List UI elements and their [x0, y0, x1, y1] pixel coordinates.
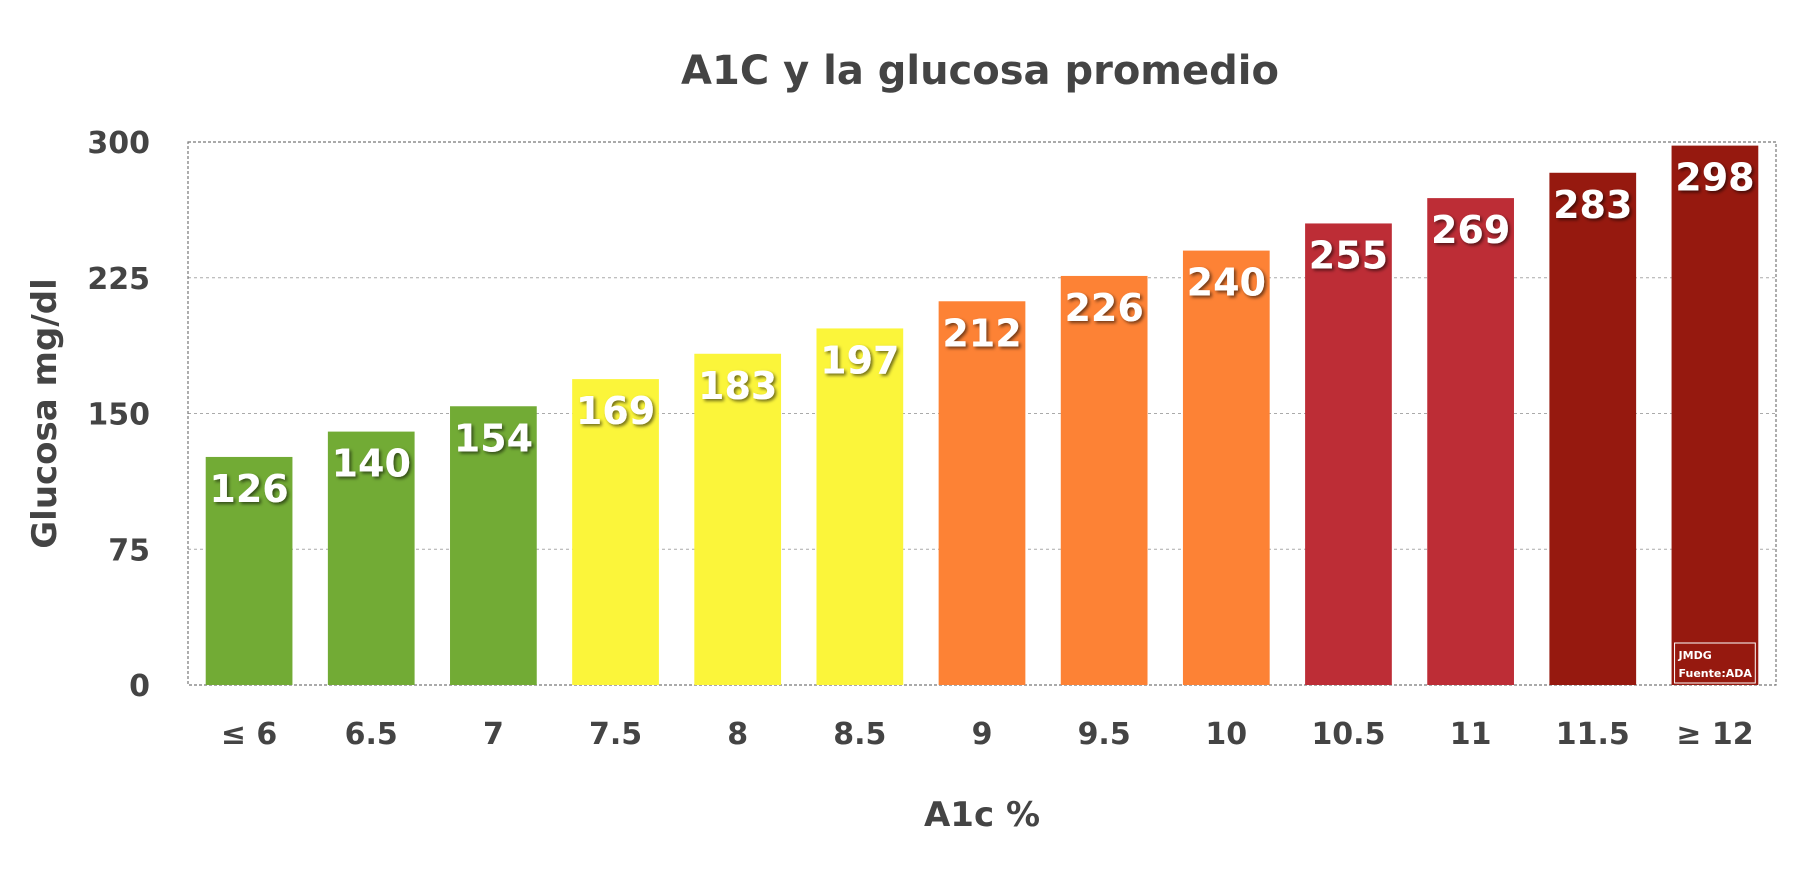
bar	[572, 379, 659, 685]
x-tick-label: 11.5	[1556, 717, 1630, 752]
data-label: 140	[332, 442, 411, 486]
data-label: 298	[1675, 156, 1754, 200]
bar	[1060, 275, 1148, 685]
data-label: 283	[1553, 183, 1632, 227]
x-tick-label: 8.5	[833, 717, 886, 752]
x-axis-label: A1c %	[924, 795, 1040, 835]
data-label: 240	[1187, 261, 1266, 305]
bar	[1549, 172, 1637, 685]
watermark-box	[1674, 642, 1756, 684]
x-tick-label: ≥ 12	[1676, 717, 1753, 752]
x-tick-label: 10	[1205, 717, 1247, 752]
data-label: 269	[1431, 208, 1510, 252]
bar	[1305, 223, 1392, 685]
plot-area: 0 75 150 225 300 126 ≤ 6 140 6.5 154 7 169 7.5 183 8 19…	[87, 126, 1777, 752]
data-label: 255	[1309, 233, 1388, 277]
y-tick-label: 300	[87, 126, 150, 161]
data-label: 154	[454, 416, 533, 460]
bar	[1427, 198, 1514, 686]
data-label: 169	[576, 389, 655, 433]
data-label: 212	[942, 311, 1021, 355]
bar	[205, 456, 293, 685]
x-tick-label: 7.5	[589, 717, 642, 752]
y-tick-label: 150	[87, 398, 150, 433]
data-label: 197	[820, 338, 899, 382]
y-axis-label: Glucosa mg/dl	[25, 278, 65, 548]
bar	[938, 301, 1026, 685]
bar	[450, 406, 537, 685]
y-tick-label: 75	[108, 533, 150, 568]
bar	[327, 431, 415, 685]
bar	[816, 328, 904, 685]
data-label: 226	[1064, 286, 1143, 330]
x-tick-label: 7	[483, 717, 504, 752]
watermark-line1: JMDG	[1678, 649, 1712, 662]
x-tick-label: 8	[727, 717, 748, 752]
watermark-line2: Fuente:ADA	[1679, 667, 1753, 680]
y-tick-label: 0	[129, 669, 150, 704]
bar	[1671, 145, 1759, 685]
data-label: 126	[209, 467, 288, 511]
x-tick-label: 9.5	[1078, 717, 1131, 752]
x-tick-label: 10.5	[1311, 717, 1385, 752]
y-tick-label: 225	[87, 262, 150, 297]
bar	[1182, 250, 1270, 685]
bar	[694, 353, 782, 685]
x-tick-label: ≤ 6	[221, 717, 277, 752]
x-tick-label: 6.5	[345, 717, 398, 752]
x-tick-label: 11	[1450, 717, 1492, 752]
x-tick-label: 9	[972, 717, 993, 752]
chart-title: A1C y la glucosa promedio	[681, 48, 1279, 94]
data-label: 183	[698, 364, 777, 408]
